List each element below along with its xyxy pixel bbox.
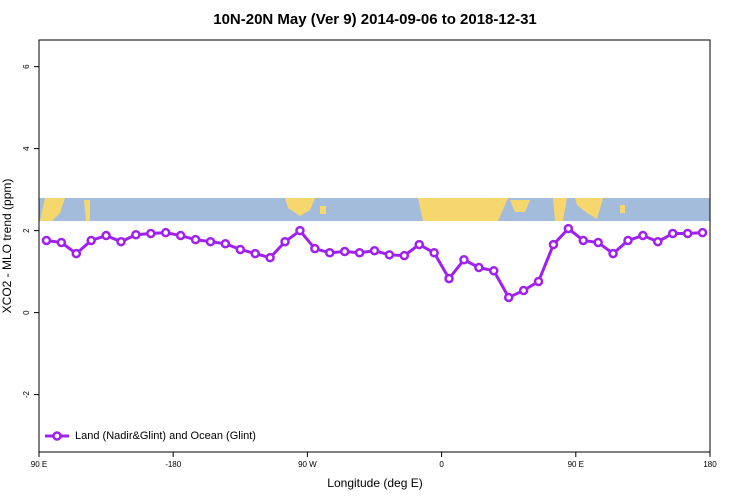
data-point (101, 230, 111, 241)
data-point (414, 239, 424, 250)
y-tick-label: 0 (22, 310, 31, 315)
data-point (459, 254, 469, 265)
x-tick-label: 90 W (298, 460, 317, 469)
data-point (116, 236, 126, 247)
data-point (250, 248, 260, 259)
data-point (86, 235, 96, 246)
y-axis-label: XCO2 - MLO trend (ppm) (0, 179, 14, 314)
x-tick-label: 0 (439, 460, 444, 469)
data-point (56, 237, 67, 248)
data-point (280, 236, 290, 247)
y-tick-label: -2 (22, 391, 31, 399)
data-point (175, 230, 186, 241)
data-point (518, 285, 529, 296)
data-point (384, 250, 395, 260)
data-point (474, 262, 484, 273)
x-axis-label: Longitude (deg E) (327, 476, 422, 490)
data-point (354, 248, 365, 258)
x-tick-label: 90 E (31, 460, 47, 469)
data-point (682, 228, 693, 239)
data-point (310, 243, 320, 254)
legend-marker (52, 431, 62, 441)
data-point (548, 239, 559, 250)
y-tick-label: 4 (22, 146, 31, 151)
data-point (160, 227, 171, 238)
y-tick-label: 2 (22, 228, 31, 233)
data-point (205, 236, 216, 247)
x-tick-label: -180 (165, 460, 182, 469)
data-point (41, 235, 52, 246)
data-point (399, 250, 410, 261)
data-point (190, 234, 201, 245)
data-point (220, 238, 231, 249)
plot-frame (38, 39, 711, 453)
x-tick-label: 180 (703, 460, 717, 469)
series-line (46, 226, 703, 300)
data-point (339, 246, 350, 257)
data-point (638, 230, 648, 241)
data-point (533, 276, 544, 287)
data-point (235, 244, 246, 255)
data-point (444, 273, 454, 284)
legend-label: Land (Nadir&Glint) and Ocean (Glint) (75, 430, 256, 442)
data-point (697, 227, 708, 238)
map-strip (39, 198, 710, 221)
chart-title: 10N-20N May (Ver 9) 2014-09-06 to 2018-1… (213, 11, 537, 28)
y-tick-label: 6 (22, 64, 31, 69)
data-point (369, 245, 380, 256)
data-point (489, 266, 499, 276)
data-point (295, 225, 305, 236)
data-point (503, 292, 514, 303)
data-point (608, 248, 618, 259)
x-tick-label: 90 E (568, 460, 584, 469)
data-point (265, 252, 275, 263)
data-point (593, 237, 603, 248)
data-point (146, 228, 156, 239)
data-point (667, 228, 678, 239)
data-point (578, 235, 589, 246)
data-point (623, 235, 633, 246)
data-point (563, 223, 574, 234)
data-point (131, 229, 141, 240)
data-point (653, 236, 663, 247)
data-point (71, 248, 82, 259)
data-point (325, 248, 335, 258)
data-point (429, 248, 439, 258)
